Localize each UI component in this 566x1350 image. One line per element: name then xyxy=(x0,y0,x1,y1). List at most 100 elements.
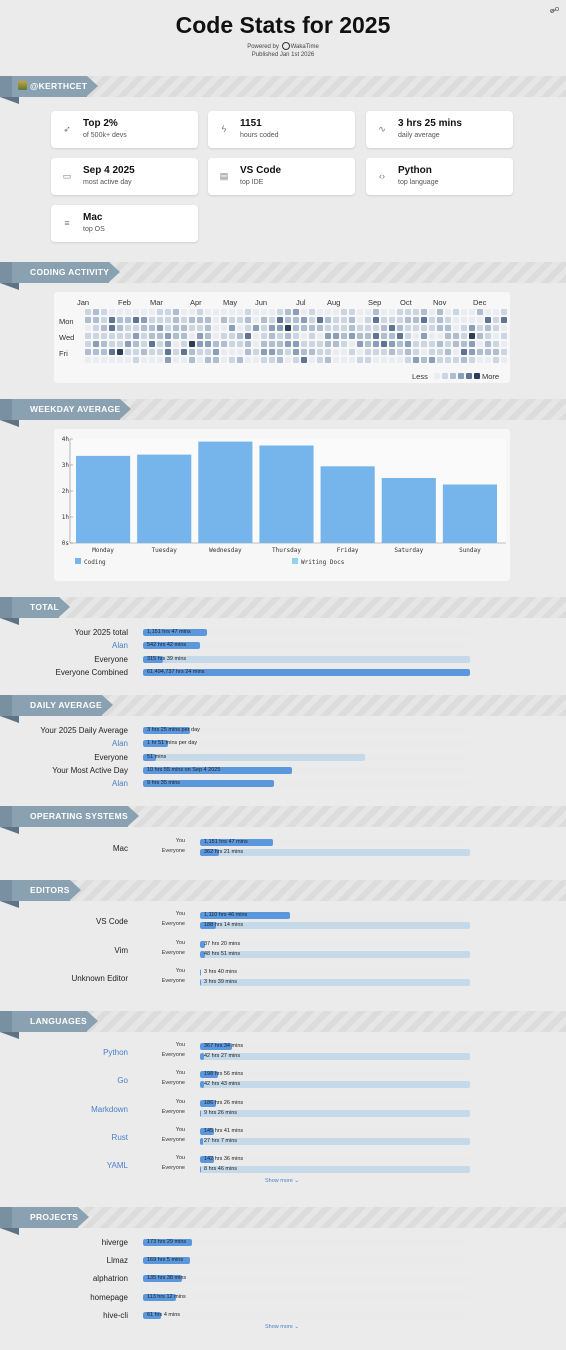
heatmap-cell[interactable] xyxy=(421,333,427,339)
heatmap-cell[interactable] xyxy=(365,341,371,347)
heatmap-cell[interactable] xyxy=(373,325,379,331)
heatmap-cell[interactable] xyxy=(269,341,275,347)
bar-fill[interactable] xyxy=(143,655,163,663)
heatmap-cell[interactable] xyxy=(477,333,483,339)
heatmap-cell[interactable] xyxy=(301,309,307,315)
heatmap-cell[interactable] xyxy=(469,341,475,347)
heatmap-cell[interactable] xyxy=(261,309,267,315)
heatmap-cell[interactable] xyxy=(317,325,323,331)
bar-fill[interactable] xyxy=(200,940,206,948)
heatmap-cell[interactable] xyxy=(397,341,403,347)
heatmap-cell[interactable] xyxy=(245,333,251,339)
heatmap-cell[interactable] xyxy=(173,317,179,323)
heatmap-cell[interactable] xyxy=(133,333,139,339)
heatmap-cell[interactable] xyxy=(165,309,171,315)
heatmap-cell[interactable] xyxy=(317,309,323,315)
bar-fill[interactable] xyxy=(200,1156,214,1164)
heatmap-cell[interactable] xyxy=(453,357,459,363)
heatmap-cell[interactable] xyxy=(93,349,99,355)
bar-fill[interactable] xyxy=(200,1071,218,1079)
bar-fill[interactable] xyxy=(143,1293,176,1301)
bar-fill[interactable] xyxy=(143,1275,183,1283)
heatmap-cell[interactable] xyxy=(237,357,243,363)
heatmap-cell[interactable] xyxy=(293,317,299,323)
heatmap-cell[interactable] xyxy=(109,341,115,347)
heatmap-cell[interactable] xyxy=(397,357,403,363)
heatmap-cell[interactable] xyxy=(485,325,491,331)
heatmap-cell[interactable] xyxy=(365,317,371,323)
heatmap-cell[interactable] xyxy=(117,325,123,331)
heatmap-cell[interactable] xyxy=(85,357,91,363)
heatmap-cell[interactable] xyxy=(253,341,259,347)
heatmap-cell[interactable] xyxy=(197,309,203,315)
projects-show-more-link[interactable]: Show more ⌄ xyxy=(265,1324,299,1330)
heatmap-cell[interactable] xyxy=(381,333,387,339)
heatmap-cell[interactable] xyxy=(333,325,339,331)
heatmap-cell[interactable] xyxy=(285,309,291,315)
heatmap-cell[interactable] xyxy=(253,349,259,355)
heatmap-cell[interactable] xyxy=(453,341,459,347)
heatmap-cell[interactable] xyxy=(341,325,347,331)
heatmap-cell[interactable] xyxy=(205,317,211,323)
heatmap-cell[interactable] xyxy=(477,349,483,355)
heatmap-cell[interactable] xyxy=(237,325,243,331)
heatmap-cell[interactable] xyxy=(357,317,363,323)
heatmap-cell[interactable] xyxy=(117,341,123,347)
bar-sunday[interactable] xyxy=(442,484,497,544)
heatmap-cell[interactable] xyxy=(301,317,307,323)
bar-fill[interactable] xyxy=(143,753,157,761)
heatmap-cell[interactable] xyxy=(109,357,115,363)
bar-fill[interactable] xyxy=(200,1166,202,1174)
heatmap-cell[interactable] xyxy=(125,317,131,323)
heatmap-cell[interactable] xyxy=(117,317,123,323)
heatmap-cell[interactable] xyxy=(461,309,467,315)
bar-fill[interactable] xyxy=(143,766,292,774)
heatmap-cell[interactable] xyxy=(429,357,435,363)
bar-fill[interactable] xyxy=(200,839,273,846)
bar-fill[interactable] xyxy=(200,950,206,958)
heatmap-cell[interactable] xyxy=(493,349,499,355)
heatmap-cell[interactable] xyxy=(181,333,187,339)
bar-fill[interactable] xyxy=(143,740,168,748)
heatmap-cell[interactable] xyxy=(397,309,403,315)
heatmap-cell[interactable] xyxy=(461,325,467,331)
heatmap-cell[interactable] xyxy=(237,333,243,339)
heatmap-cell[interactable] xyxy=(317,349,323,355)
heatmap-cell[interactable] xyxy=(365,325,371,331)
heatmap-cell[interactable] xyxy=(101,317,107,323)
heatmap-cell[interactable] xyxy=(421,325,427,331)
heatmap-cell[interactable] xyxy=(469,325,475,331)
heatmap-cell[interactable] xyxy=(229,357,235,363)
heatmap-cell[interactable] xyxy=(101,357,107,363)
bar-monday[interactable] xyxy=(76,455,131,543)
heatmap-cell[interactable] xyxy=(301,333,307,339)
heatmap-cell[interactable] xyxy=(341,349,347,355)
heatmap-cell[interactable] xyxy=(397,325,403,331)
heatmap-cell[interactable] xyxy=(101,349,107,355)
heatmap-cell[interactable] xyxy=(293,333,299,339)
heatmap-cell[interactable] xyxy=(149,357,155,363)
heatmap-cell[interactable] xyxy=(197,317,203,323)
heatmap-cell[interactable] xyxy=(477,341,483,347)
heatmap-cell[interactable] xyxy=(317,341,323,347)
heatmap-cell[interactable] xyxy=(493,309,499,315)
heatmap-cell[interactable] xyxy=(285,349,291,355)
bar-fill[interactable] xyxy=(143,642,201,650)
heatmap-cell[interactable] xyxy=(141,317,147,323)
heatmap-cell[interactable] xyxy=(181,317,187,323)
heatmap-cell[interactable] xyxy=(429,333,435,339)
heatmap-cell[interactable] xyxy=(341,333,347,339)
heatmap-cell[interactable] xyxy=(485,317,491,323)
heatmap-cell[interactable] xyxy=(285,357,291,363)
heatmap-cell[interactable] xyxy=(293,309,299,315)
heatmap-cell[interactable] xyxy=(101,309,107,315)
heatmap-cell[interactable] xyxy=(85,349,91,355)
heatmap-cell[interactable] xyxy=(349,349,355,355)
heatmap-cell[interactable] xyxy=(93,357,99,363)
heatmap-cell[interactable] xyxy=(437,317,443,323)
heatmap-cell[interactable] xyxy=(269,325,275,331)
heatmap-cell[interactable] xyxy=(269,317,275,323)
heatmap-cell[interactable] xyxy=(493,317,499,323)
heatmap-cell[interactable] xyxy=(237,309,243,315)
heatmap-cell[interactable] xyxy=(221,349,227,355)
